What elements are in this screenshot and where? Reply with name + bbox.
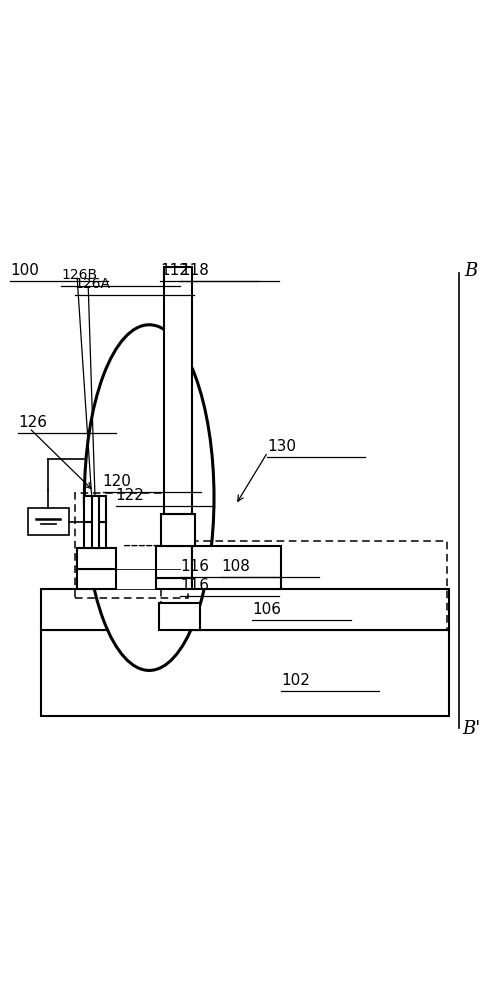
Bar bbox=[84, 522, 106, 548]
Text: 130: 130 bbox=[267, 439, 296, 454]
Bar bbox=[84, 496, 106, 522]
Bar bbox=[75, 493, 187, 598]
Text: 126B: 126B bbox=[61, 268, 98, 282]
Bar bbox=[92, 496, 99, 548]
Bar bbox=[156, 546, 192, 578]
Text: 120: 120 bbox=[102, 474, 131, 489]
Bar bbox=[77, 548, 116, 569]
Bar bbox=[41, 630, 449, 716]
Bar bbox=[28, 508, 68, 535]
Text: 108: 108 bbox=[221, 559, 250, 574]
Text: 126A: 126A bbox=[75, 277, 111, 291]
Text: B: B bbox=[465, 262, 478, 280]
Bar bbox=[156, 578, 192, 589]
Text: 122: 122 bbox=[116, 488, 144, 503]
Text: 106: 106 bbox=[252, 602, 282, 617]
Text: 116: 116 bbox=[181, 559, 209, 574]
Bar bbox=[161, 514, 195, 546]
Bar bbox=[161, 541, 447, 630]
Text: 118: 118 bbox=[181, 263, 209, 278]
Text: 112: 112 bbox=[160, 263, 189, 278]
Text: 100: 100 bbox=[10, 263, 39, 278]
Bar bbox=[41, 589, 449, 630]
Text: 102: 102 bbox=[281, 673, 310, 688]
Text: 126: 126 bbox=[18, 415, 47, 430]
Bar bbox=[192, 546, 281, 589]
Ellipse shape bbox=[84, 325, 214, 670]
Text: B': B' bbox=[463, 720, 481, 738]
Bar bbox=[163, 267, 192, 514]
Bar bbox=[77, 569, 116, 589]
Bar bbox=[159, 603, 200, 630]
Text: 116: 116 bbox=[181, 578, 209, 593]
